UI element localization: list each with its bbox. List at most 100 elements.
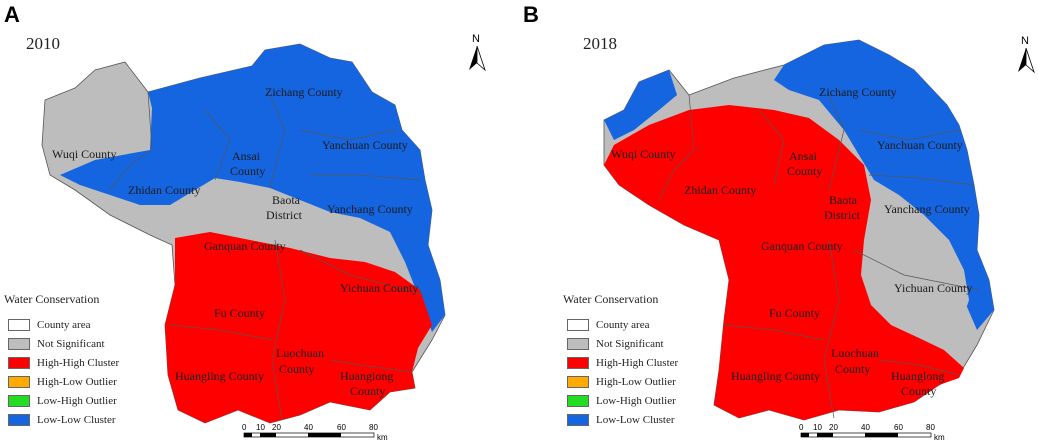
county-label: County	[787, 164, 822, 178]
legend-title: Water Conservation	[563, 292, 659, 306]
legend-item-county-area: County area	[563, 315, 678, 334]
legend-swatch	[567, 318, 589, 331]
svg-text:20: 20	[272, 423, 281, 432]
county-label: Wuqi County	[611, 147, 676, 161]
legend-item-high-low: High-Low Outlier	[4, 372, 119, 391]
legend-swatch	[567, 394, 589, 407]
legend-label: Low-High Outlier	[37, 394, 117, 407]
legend-item-low-low: Low-Low Cluster	[4, 410, 119, 429]
svg-text:N: N	[472, 33, 480, 45]
county-label: Yichuan County	[894, 281, 972, 295]
legend-label: Not Significant	[37, 337, 105, 350]
panel-label: B	[523, 2, 539, 27]
legend: Water Conservation County area Not Signi…	[563, 292, 678, 429]
map-panel-b: Zichang County Wuqi County Ansai County …	[519, 0, 1038, 445]
county-borders-b	[658, 94, 980, 419]
not-significant-band-a	[190, 185, 405, 268]
legend-item-high-high: High-High Cluster	[563, 353, 678, 372]
county-label: Ansai	[232, 149, 261, 163]
legend-item-high-high: High-High Cluster	[4, 353, 119, 372]
legend-swatch	[8, 375, 30, 388]
county-label: Huanglong	[340, 369, 393, 383]
county-label: County	[901, 384, 936, 398]
legend-item-low-low: Low-Low Cluster	[563, 410, 678, 429]
legend-label: Low-Low Cluster	[37, 413, 116, 426]
county-label: Zhidan County	[128, 183, 200, 197]
legend-label: High-Low Outlier	[37, 375, 117, 388]
svg-text:60: 60	[337, 423, 346, 432]
county-label: Yanchuan County	[322, 138, 408, 152]
county-label: District	[266, 208, 303, 222]
svg-text:80: 80	[926, 423, 935, 432]
north-arrow-icon: N	[1018, 35, 1035, 74]
county-label: Yichuan County	[340, 281, 418, 295]
map-panel-a: Zichang County Wuqi County Ansai County …	[4, 2, 486, 442]
legend-label: High-High Cluster	[37, 356, 120, 369]
legend-swatch	[567, 413, 589, 426]
legend-label: Low-High Outlier	[596, 394, 676, 407]
legend-item-not-significant: Not Significant	[4, 334, 119, 353]
legend-swatch	[8, 413, 30, 426]
low-low-region-nw-b	[604, 70, 677, 140]
svg-text:km: km	[377, 433, 388, 442]
legend: Water Conservation County area Not Signi…	[4, 292, 119, 429]
county-borders-a	[109, 91, 426, 421]
county-label: Baota	[272, 193, 301, 207]
low-low-region-a	[60, 44, 445, 332]
county-label: County	[350, 384, 385, 398]
legend-label: High-Low Outlier	[596, 375, 676, 388]
legend-title: Water Conservation	[4, 292, 100, 306]
legend-label: County area	[37, 318, 91, 331]
legend-label: Not Significant	[596, 337, 664, 350]
high-high-region-b	[604, 105, 964, 420]
county-label: Zichang County	[819, 85, 897, 99]
high-high-region-a	[165, 232, 432, 423]
county-label: Zhidan County	[684, 183, 756, 197]
legend-label: Low-Low Cluster	[596, 413, 675, 426]
county-label: County	[835, 362, 870, 376]
svg-text:20: 20	[829, 423, 838, 432]
legend-item-low-high: Low-High Outlier	[563, 391, 678, 410]
county-label: County	[279, 362, 314, 376]
legend-swatch	[8, 394, 30, 407]
year-label: 2010	[26, 34, 60, 53]
svg-text:40: 40	[861, 423, 870, 432]
county-label: Ansai	[789, 149, 818, 163]
legend-item-not-significant: Not Significant	[563, 334, 678, 353]
map-a-svg: Zichang County Wuqi County Ansai County …	[41, 33, 486, 442]
county-label: Ganquan County	[761, 239, 843, 253]
county-label: Luochuan	[831, 346, 879, 360]
svg-text:10: 10	[813, 423, 822, 432]
county-label: Huanglong	[891, 369, 944, 383]
scale-bar-a: 0 10 20 40 60 80 km	[242, 423, 388, 442]
legend-item-low-high: Low-High Outlier	[4, 391, 119, 410]
county-label: Ganquan County	[204, 239, 286, 253]
svg-text:km: km	[934, 433, 945, 442]
county-label: Baota	[829, 193, 858, 207]
county-labels-a: Zichang County Wuqi County Ansai County …	[52, 85, 418, 398]
county-label: Huangling County	[731, 369, 820, 383]
year-label: 2018	[583, 34, 617, 53]
map-b-svg: Zichang County Wuqi County Ansai County …	[603, 35, 1035, 442]
legend-swatch	[8, 318, 30, 331]
north-arrow-icon: N	[469, 33, 486, 72]
county-label: District	[824, 208, 861, 222]
legend-item-county-area: County area	[4, 315, 119, 334]
county-label: Luochuan	[276, 346, 324, 360]
county-label: County	[230, 164, 265, 178]
not-significant-east-b	[864, 180, 969, 345]
county-labels-b: Zichang County Wuqi County Ansai County …	[611, 85, 972, 398]
legend-item-high-low: High-Low Outlier	[563, 372, 678, 391]
low-low-region-b	[774, 40, 994, 330]
svg-text:10: 10	[256, 423, 265, 432]
county-label: Yanchang County	[327, 202, 413, 216]
svg-text:N: N	[1021, 35, 1029, 47]
legend-swatch	[567, 337, 589, 350]
svg-text:60: 60	[894, 423, 903, 432]
county-label: Fu County	[769, 306, 820, 320]
legend-label: High-High Cluster	[596, 356, 679, 369]
legend-label: County area	[596, 318, 650, 331]
scale-bar-b: 0 10 20 40 60 80 km	[799, 423, 945, 442]
panel-label: A	[4, 2, 20, 27]
legend-swatch	[8, 356, 30, 369]
